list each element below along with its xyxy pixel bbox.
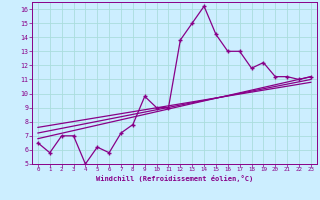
X-axis label: Windchill (Refroidissement éolien,°C): Windchill (Refroidissement éolien,°C): [96, 175, 253, 182]
